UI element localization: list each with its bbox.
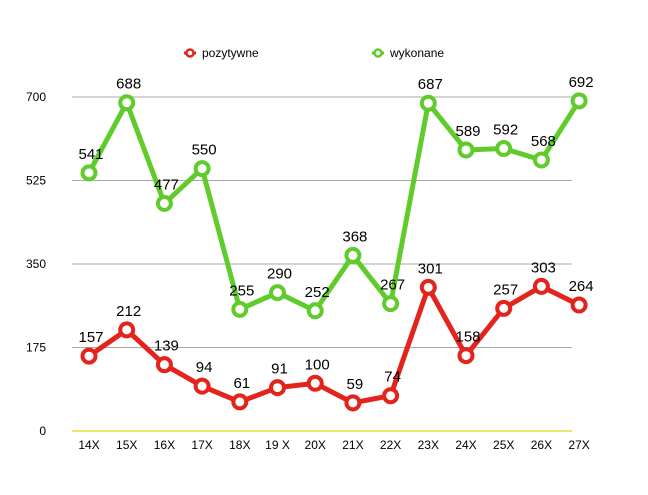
data-label: 301 xyxy=(418,260,443,277)
series-lines xyxy=(80,92,588,412)
data-point xyxy=(118,94,136,112)
x-tick-label: 21X xyxy=(342,438,363,452)
data-point xyxy=(118,321,136,339)
x-tick-label: 26X xyxy=(531,438,552,452)
data-label: 100 xyxy=(305,356,330,373)
data-point xyxy=(457,141,475,159)
data-point xyxy=(80,164,98,182)
data-point xyxy=(570,92,588,110)
data-label: 589 xyxy=(455,123,480,140)
x-tick-label: 27X xyxy=(568,438,589,452)
data-label: 290 xyxy=(267,266,292,283)
data-point xyxy=(344,246,362,264)
data-point xyxy=(419,278,437,296)
x-tick-label: 19 X xyxy=(265,438,290,452)
x-tick-label: 18X xyxy=(229,438,250,452)
data-label: 158 xyxy=(455,329,480,346)
data-labels: 157 212 139 94 61 91 100 59 74 301 158 257 303 264 541… xyxy=(78,74,593,393)
x-tick-label: 23X xyxy=(418,438,439,452)
data-label: 267 xyxy=(380,277,405,294)
data-point xyxy=(382,387,400,405)
x-tick-label: 16X xyxy=(154,438,175,452)
data-label: 541 xyxy=(78,146,103,163)
data-label: 688 xyxy=(116,76,141,93)
data-label: 477 xyxy=(154,176,179,193)
data-label: 368 xyxy=(342,228,367,245)
y-axis-ticks: 0 175 350 525 700 xyxy=(26,90,46,438)
data-point xyxy=(495,299,513,317)
data-point xyxy=(570,296,588,314)
data-label: 74 xyxy=(384,369,401,386)
data-point xyxy=(80,347,98,365)
x-tick-label: 14X xyxy=(78,438,99,452)
legend-label: wykonane xyxy=(389,46,444,60)
data-label: 568 xyxy=(531,133,556,150)
data-point xyxy=(532,151,550,169)
data-point xyxy=(495,140,513,158)
data-point xyxy=(269,284,286,302)
x-tick-label: 24X xyxy=(455,438,476,452)
legend: pozytywne wykonane xyxy=(184,46,444,60)
data-label: 550 xyxy=(192,142,217,159)
data-point xyxy=(457,347,475,365)
x-tick-label: 17X xyxy=(191,438,212,452)
y-tick-label: 700 xyxy=(26,90,46,104)
data-point xyxy=(155,194,173,212)
data-point xyxy=(193,377,211,395)
data-label: 264 xyxy=(569,278,594,295)
data-point xyxy=(193,160,211,178)
data-label: 59 xyxy=(347,376,364,393)
data-point xyxy=(382,295,400,313)
x-tick-label: 22X xyxy=(380,438,401,452)
data-point xyxy=(269,379,286,397)
y-tick-label: 350 xyxy=(26,257,46,271)
x-tick-label: 15X xyxy=(116,438,137,452)
x-axis-ticks: 14X 15X 16X 17X 18X 19 X 20X 21X 22X 23X 24X 25X 26X… xyxy=(78,438,589,452)
data-point xyxy=(306,302,324,320)
data-label: 257 xyxy=(493,281,518,298)
x-tick-label: 20X xyxy=(305,438,326,452)
data-label: 592 xyxy=(493,122,518,139)
data-point xyxy=(419,94,437,112)
data-label: 91 xyxy=(271,361,288,378)
data-label: 303 xyxy=(531,259,556,276)
data-point xyxy=(306,374,324,392)
data-label: 687 xyxy=(418,76,443,93)
data-label: 252 xyxy=(305,284,330,301)
y-tick-label: 525 xyxy=(26,174,46,188)
data-point xyxy=(532,277,550,295)
data-label: 255 xyxy=(229,282,254,299)
data-label: 94 xyxy=(196,359,213,376)
data-label: 212 xyxy=(116,303,141,320)
y-tick-label: 0 xyxy=(39,424,46,438)
data-point xyxy=(231,300,249,318)
legend-label: pozytywne xyxy=(202,46,259,60)
legend-swatch-marker xyxy=(185,48,195,58)
data-point xyxy=(344,394,362,412)
data-label: 692 xyxy=(569,74,594,91)
data-label: 61 xyxy=(233,375,250,392)
data-label: 157 xyxy=(78,329,103,346)
y-tick-label: 175 xyxy=(26,341,46,355)
data-point xyxy=(231,393,249,411)
legend-swatch-marker xyxy=(373,48,383,58)
data-label: 139 xyxy=(154,338,179,355)
data-point xyxy=(155,356,173,374)
x-tick-label: 25X xyxy=(493,438,514,452)
